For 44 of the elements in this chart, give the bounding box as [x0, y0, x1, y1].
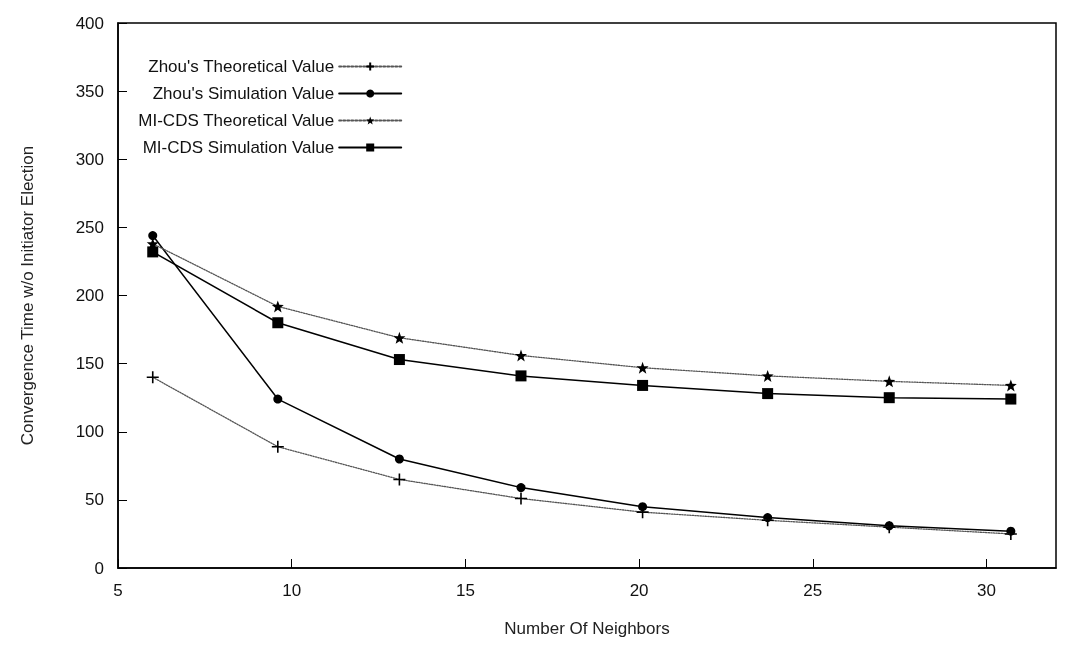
- point: [1005, 393, 1017, 405]
- legend-label: MI-CDS Simulation Value: [142, 138, 335, 157]
- x-tick-label: 5: [113, 581, 123, 600]
- x-tick-label: 15: [455, 581, 475, 600]
- point: [1004, 379, 1017, 392]
- y-tick-label: 350: [75, 81, 104, 101]
- point: [393, 331, 406, 344]
- point: [148, 231, 158, 241]
- point: [271, 439, 285, 454]
- point: [514, 349, 527, 362]
- x-axis-title: Number Of Neighbors: [504, 619, 670, 638]
- y-tick-label: 300: [75, 149, 104, 169]
- x-tick-label: 10: [282, 581, 302, 600]
- y-tick-label: 250: [75, 217, 104, 237]
- point: [273, 394, 283, 404]
- y-tick-label: 100: [75, 422, 104, 442]
- point: [271, 300, 284, 313]
- point: [272, 317, 284, 329]
- point: [637, 379, 649, 391]
- legend-label: Zhou's Theoretical Value: [148, 57, 335, 76]
- point: [392, 472, 407, 487]
- point: [761, 369, 774, 382]
- point: [636, 361, 649, 374]
- point: [394, 454, 404, 464]
- y-tick-label: 400: [75, 13, 104, 33]
- x-tick-label: 20: [629, 581, 649, 600]
- point: [145, 370, 160, 385]
- point: [883, 375, 896, 388]
- point: [515, 370, 527, 382]
- legend-label: MI-CDS Theoretical Value: [138, 111, 335, 130]
- point: [883, 392, 895, 404]
- y-axis-title: Convergence Time w/o Initiator Election: [18, 145, 37, 446]
- point: [638, 502, 648, 512]
- x-tick-label: 30: [977, 581, 996, 600]
- legend-label: Zhou's Simulation Value: [152, 84, 335, 103]
- y-tick-label: 0: [94, 558, 104, 578]
- point: [762, 388, 774, 400]
- x-tick-label: 25: [803, 581, 823, 600]
- y-tick-label: 150: [75, 354, 104, 374]
- point: [393, 354, 405, 366]
- point: [516, 483, 526, 493]
- point: [514, 491, 528, 506]
- y-tick-label: 50: [85, 490, 104, 510]
- y-tick-label: 200: [75, 286, 104, 305]
